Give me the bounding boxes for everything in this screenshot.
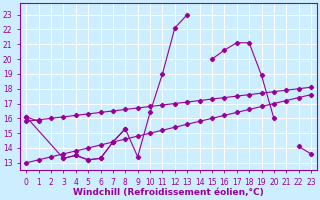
X-axis label: Windchill (Refroidissement éolien,°C): Windchill (Refroidissement éolien,°C) [73,188,264,197]
